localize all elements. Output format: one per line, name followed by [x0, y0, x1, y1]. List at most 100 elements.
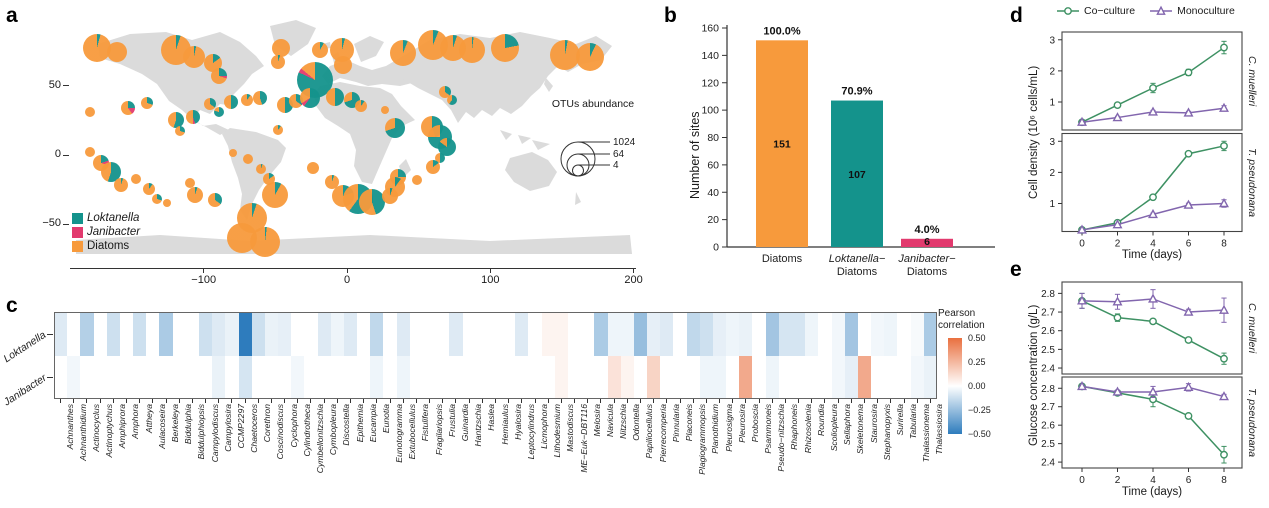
- heatmap-cell: [594, 312, 608, 356]
- heatmap-cell: [185, 355, 200, 399]
- heatmap-cell: [923, 355, 938, 399]
- heatmap-col-tick: [850, 399, 852, 403]
- map-pie: [447, 95, 457, 105]
- map-pie: [243, 154, 253, 164]
- heatmap-cell: [212, 355, 226, 399]
- heatmap-col-tick: [719, 399, 721, 403]
- heatmap-col-tick: [534, 399, 536, 403]
- heatmap-cell: [436, 355, 450, 399]
- heatmap-cell: [528, 355, 543, 399]
- svg-text:0: 0: [1079, 475, 1085, 486]
- heatmap-col-tick: [666, 399, 668, 403]
- map-pie: [359, 189, 385, 215]
- heatmap-col-tick: [547, 399, 549, 403]
- heatmap-cell: [712, 312, 727, 356]
- heatmap-col-tick: [86, 399, 88, 403]
- svg-text:100.0%: 100.0%: [763, 25, 801, 37]
- heatmap-col-tick: [139, 399, 141, 403]
- map-pie: [187, 187, 203, 203]
- heatmap-cell: [119, 355, 134, 399]
- pearson-tick-label: 0.00: [968, 381, 986, 391]
- svg-text:6: 6: [924, 236, 930, 248]
- heatmap-cell: [370, 355, 384, 399]
- bar-chart-svg: 0 20 40 60 80 100 120 140 160 100.0% 151 Diatoms 70.…: [701, 23, 995, 278]
- pearson-legend-title-1: Pearson: [938, 308, 976, 319]
- heatmap-cell: [317, 355, 332, 399]
- heatmap-cell: [765, 312, 780, 356]
- map-pie: [208, 193, 222, 207]
- heatmap-col-tick: [481, 399, 483, 403]
- heatmap-cell: [567, 355, 582, 399]
- map-x-tick-mark: [489, 268, 491, 273]
- heatmap-cell: [844, 355, 859, 399]
- heatmap-col-tick: [376, 399, 378, 403]
- subplot-title: T. pseudonana: [1246, 387, 1258, 458]
- map-pie: [289, 94, 303, 108]
- heatmap-cell: [436, 312, 450, 356]
- heatmap-cell: [607, 312, 622, 356]
- heatmap-col-tick: [521, 399, 523, 403]
- heatmap-col-tick: [495, 399, 496, 403]
- heatmap-col-tick: [350, 399, 352, 403]
- heatmap-cell: [475, 312, 490, 356]
- legend-item-diatoms: Diatoms: [72, 240, 140, 252]
- heatmap-col-tick: [824, 399, 826, 403]
- map-pie: [141, 97, 153, 109]
- heatmap-cell: [502, 355, 516, 399]
- svg-text:120: 120: [701, 77, 719, 89]
- heatmap-cell: [462, 355, 477, 399]
- svg-text:Diatoms: Diatoms: [907, 266, 948, 278]
- heatmap-col-tick: [771, 399, 773, 403]
- heatmap-cell: [910, 355, 925, 399]
- heatmap-col-tick: [152, 399, 154, 403]
- cell-density-svg: 1 2 3 1 2 3 0 2 4 6 8: [1049, 31, 1243, 250]
- map-x-tick-label: 200: [624, 274, 643, 286]
- heatmap-col-tick: [468, 399, 470, 403]
- heatmap-col-tick: [336, 399, 338, 403]
- heatmap-col-tick: [455, 399, 457, 403]
- svg-text:0: 0: [713, 242, 719, 254]
- heatmap-cell: [212, 312, 226, 356]
- heatmap-cell: [172, 355, 187, 399]
- panel-letter-e: e: [1010, 258, 1022, 281]
- heatmap-cell: [686, 355, 701, 399]
- heatmap-cell: [238, 312, 253, 356]
- svg-text:4.0%: 4.0%: [914, 224, 939, 236]
- heatmap-col-tick: [60, 399, 62, 403]
- heatmap-cell: [884, 312, 898, 356]
- heatmap-cell: [515, 355, 529, 399]
- heatmap-cell: [528, 312, 543, 356]
- map-pie: [168, 112, 184, 128]
- svg-text:107: 107: [848, 169, 866, 181]
- svg-text:2.6: 2.6: [1041, 421, 1055, 432]
- heatmap-cell: [594, 355, 608, 399]
- heatmap-cell: [423, 312, 437, 356]
- map-pie: [85, 147, 95, 157]
- heatmap-cell: [871, 312, 885, 356]
- pearson-legend: Pearson correlation 0.50 0.25 0.00 −0.25 −0.…: [938, 308, 1008, 439]
- pearson-colorbar: [948, 338, 962, 434]
- heatmap-cell: [264, 312, 279, 356]
- pearson-tick-label: −0.25: [968, 405, 991, 415]
- svg-text:20: 20: [707, 214, 719, 226]
- svg-text:4: 4: [1150, 239, 1156, 250]
- heatmap-cell: [831, 355, 846, 399]
- heatmap-cell: [330, 312, 345, 356]
- svg-text:1024: 1024: [613, 137, 636, 148]
- heatmap-cell: [923, 312, 938, 356]
- svg-text:2.4: 2.4: [1041, 364, 1055, 375]
- pearson-tick-label: 0.50: [968, 333, 986, 343]
- heatmap-cell: [897, 312, 912, 356]
- heatmap-cell: [541, 355, 556, 399]
- heatmap-cell: [726, 355, 740, 399]
- svg-text:Janibacter−: Janibacter−: [897, 253, 956, 265]
- heatmap-cell: [554, 355, 569, 399]
- heatmap-cell: [739, 355, 753, 399]
- map-y-tick-mark: [63, 85, 69, 87]
- legend-label: Janibacter: [87, 226, 141, 238]
- heatmap-cell: [884, 355, 898, 399]
- svg-text:2: 2: [1049, 66, 1055, 77]
- svg-text:2.7: 2.7: [1041, 308, 1055, 319]
- heatmap-cell: [515, 312, 529, 356]
- heatmap-cell: [818, 355, 833, 399]
